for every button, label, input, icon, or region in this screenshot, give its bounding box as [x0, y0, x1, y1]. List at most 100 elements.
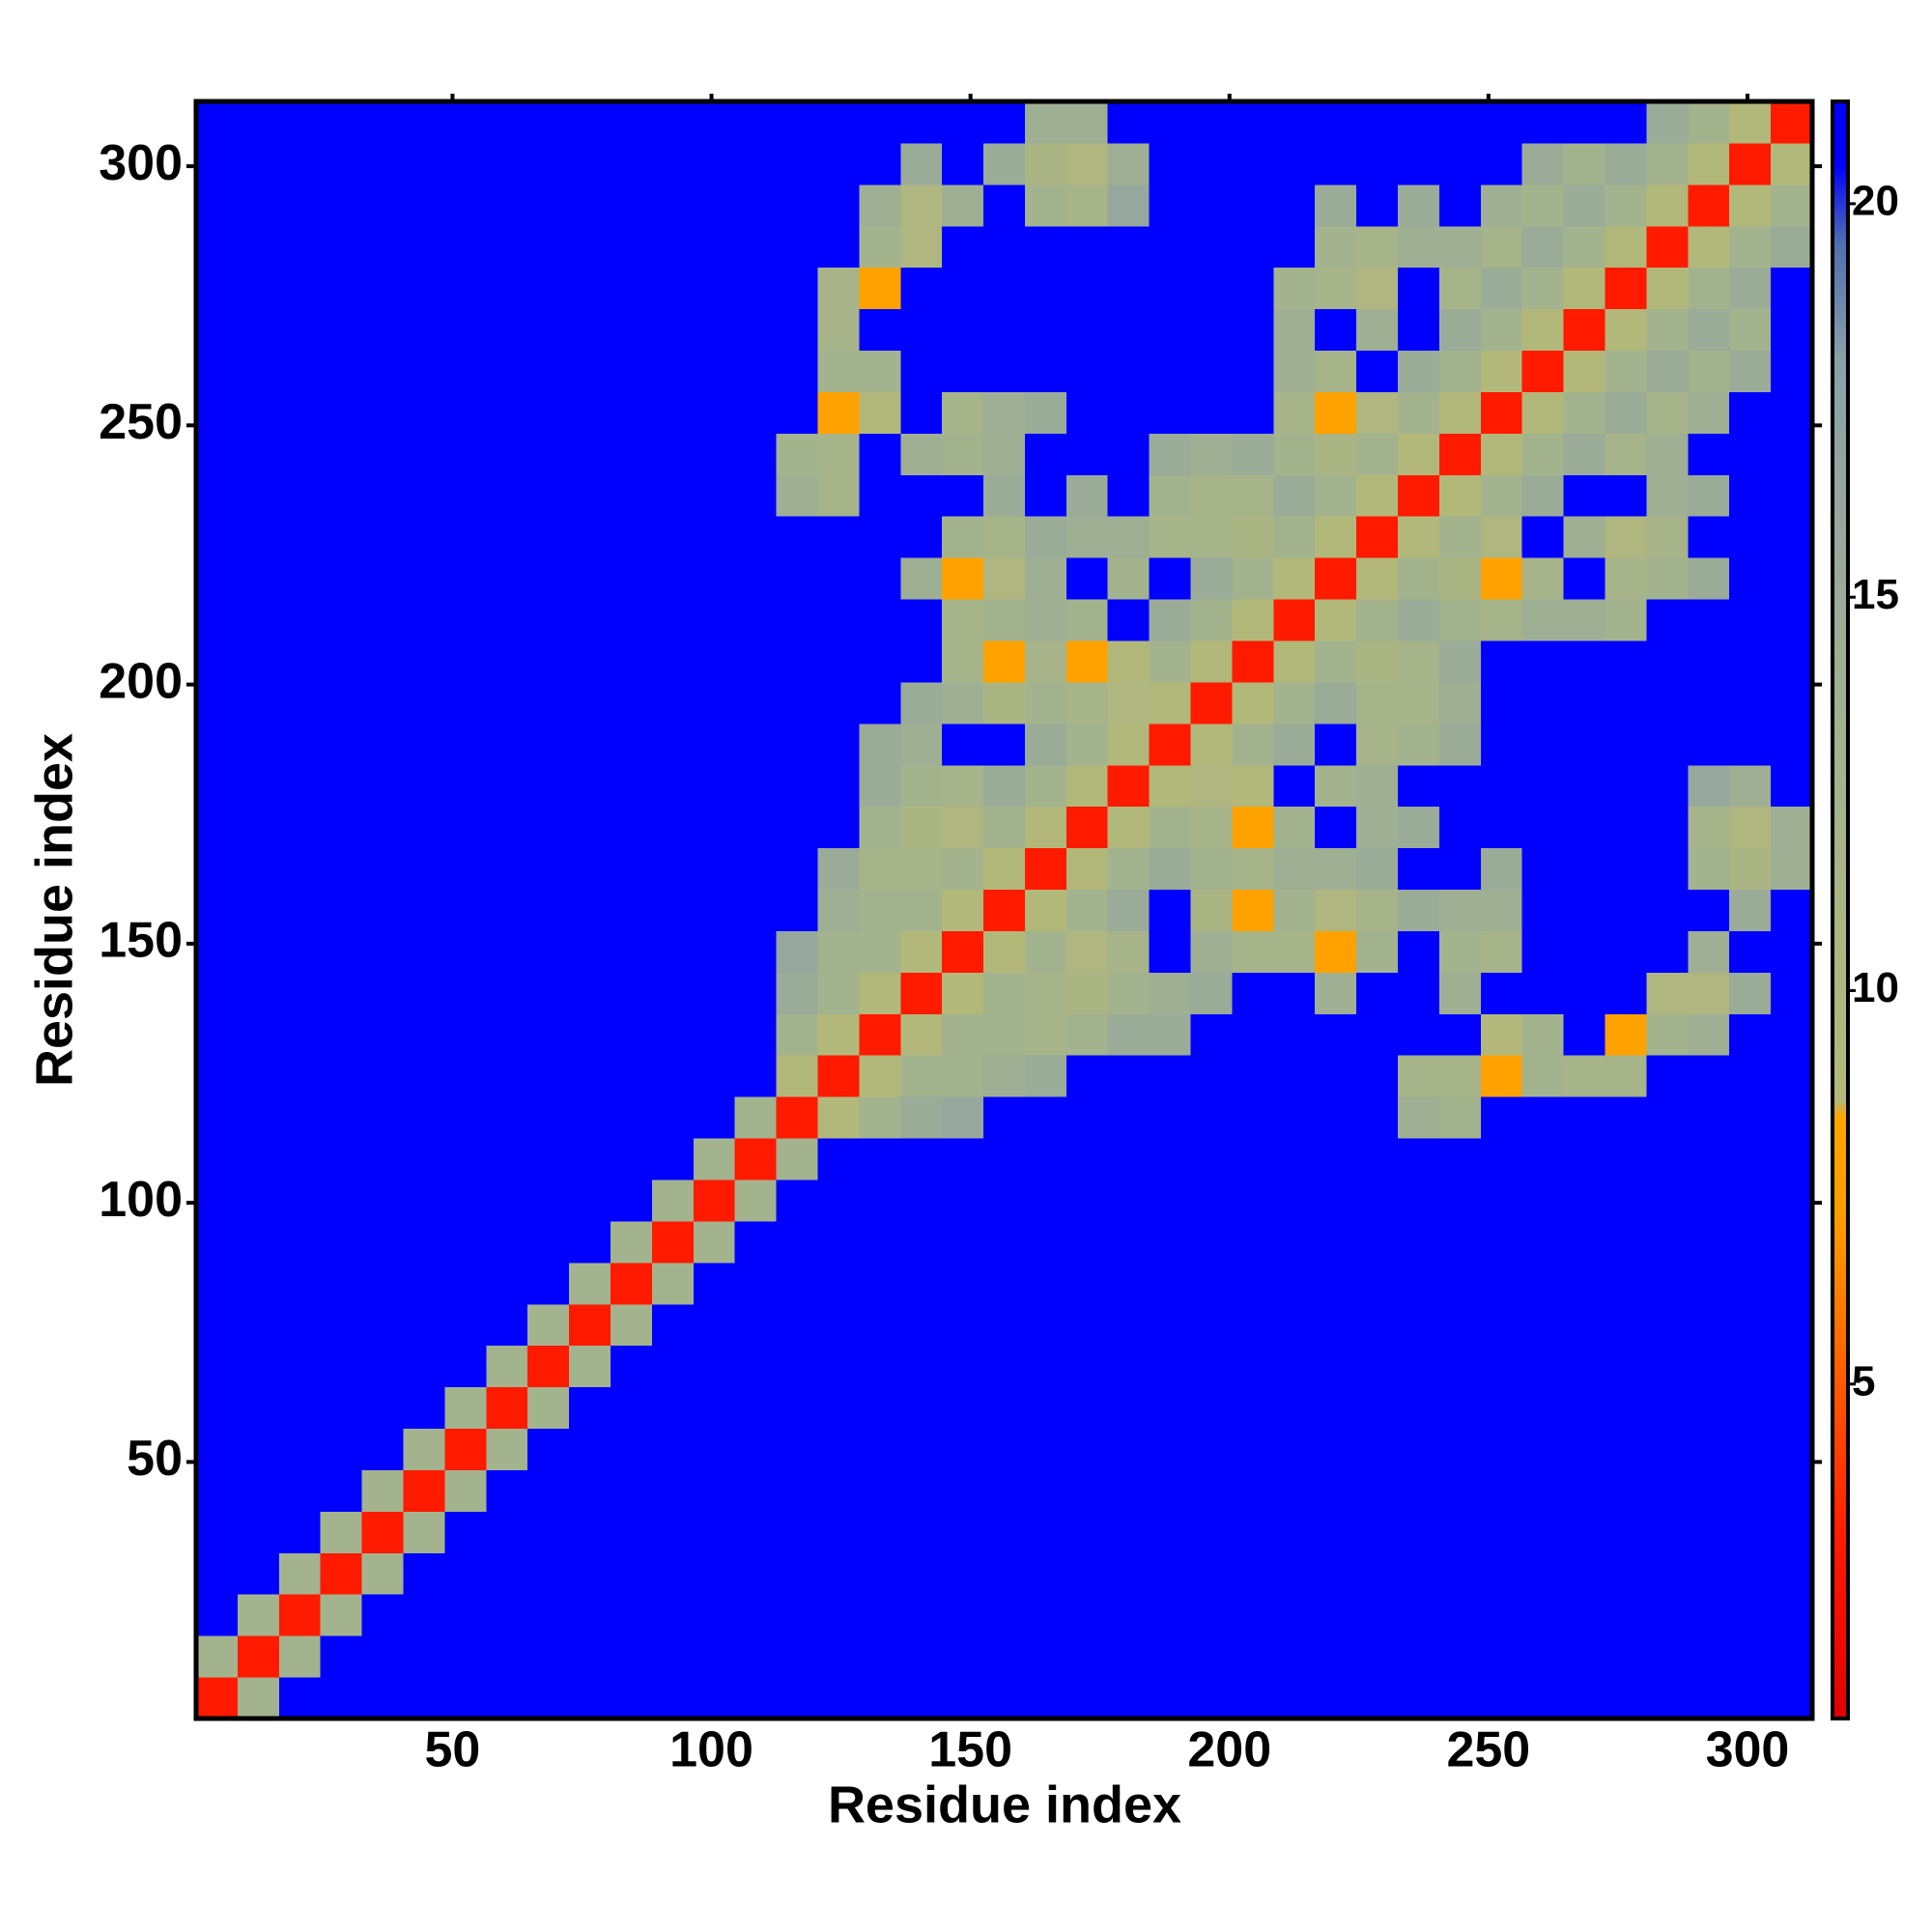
- cell: [983, 101, 1026, 144]
- cell: [1480, 930, 1523, 973]
- cell: [1521, 599, 1565, 641]
- cell: [1521, 764, 1565, 808]
- cell: [1771, 1303, 1813, 1347]
- cell: [1771, 847, 1813, 891]
- cell: [1149, 225, 1192, 269]
- cell: [983, 599, 1026, 641]
- cell: [403, 764, 445, 808]
- cell: [1688, 474, 1730, 517]
- cell: [1563, 1552, 1606, 1595]
- cell: [1065, 889, 1109, 931]
- cell: [1480, 1303, 1523, 1347]
- cell: [1315, 142, 1357, 185]
- heatmap: [196, 101, 1813, 1719]
- cell: [1438, 889, 1482, 931]
- cell: [1688, 847, 1730, 891]
- cell: [320, 557, 363, 600]
- cell: [983, 142, 1026, 185]
- cell: [942, 1345, 984, 1388]
- cell: [1190, 1428, 1233, 1470]
- cell: [1646, 1013, 1689, 1056]
- cell: [1273, 764, 1316, 808]
- cell: [1605, 681, 1647, 724]
- cell: [1065, 1594, 1109, 1636]
- cell: [1315, 1428, 1357, 1470]
- cell: [320, 1055, 363, 1097]
- y-tick-label: 50: [127, 1431, 183, 1487]
- cell: [1065, 723, 1109, 766]
- cell: [278, 1635, 322, 1678]
- cell: [942, 1594, 984, 1636]
- cell: [859, 1096, 901, 1139]
- cell: [942, 225, 984, 269]
- cell: [361, 889, 404, 931]
- cell: [776, 806, 818, 849]
- cell: [1521, 1138, 1565, 1180]
- cell: [1646, 391, 1689, 434]
- cell: [1729, 640, 1772, 683]
- cell: [1107, 1055, 1151, 1097]
- cell: [196, 1220, 239, 1264]
- cell: [1356, 640, 1399, 683]
- cell: [1107, 599, 1151, 641]
- cell: [278, 308, 322, 352]
- cell: [444, 806, 487, 849]
- cell: [278, 474, 322, 517]
- cell: [983, 1303, 1026, 1347]
- cell: [237, 599, 280, 641]
- cell: [693, 972, 736, 1014]
- cell: [1273, 101, 1316, 144]
- cell: [444, 1511, 487, 1553]
- cell: [1480, 1635, 1523, 1678]
- cell: [1065, 972, 1109, 1014]
- cell: [1688, 1096, 1730, 1139]
- cell: [983, 1677, 1026, 1719]
- cell: [1356, 1138, 1399, 1180]
- cell: [1563, 1677, 1606, 1719]
- cell: [817, 930, 860, 973]
- cell: [1273, 350, 1316, 392]
- cell: [1605, 267, 1647, 310]
- cell: [1521, 889, 1565, 931]
- cell: [1646, 225, 1689, 269]
- cell: [237, 557, 280, 600]
- cell: [278, 1345, 322, 1388]
- cell: [610, 308, 653, 352]
- x-axis-title: Residue index: [828, 1776, 1181, 1833]
- cell: [776, 557, 818, 600]
- cell: [1605, 1428, 1647, 1470]
- cell: [734, 1220, 778, 1264]
- cell: [1398, 1635, 1440, 1678]
- cell: [1646, 1428, 1689, 1470]
- cell: [1107, 225, 1151, 269]
- cell: [1356, 391, 1399, 434]
- cell: [651, 1013, 695, 1056]
- cell: [1563, 1386, 1606, 1430]
- cell: [403, 640, 445, 683]
- cell: [817, 764, 860, 808]
- cell: [1398, 557, 1440, 600]
- cell: [1398, 1552, 1440, 1595]
- cell: [1356, 1428, 1399, 1470]
- cell: [1149, 1179, 1192, 1222]
- cell: [237, 474, 280, 517]
- cell: [651, 1220, 695, 1264]
- cell: [1563, 557, 1606, 600]
- cell: [651, 474, 695, 517]
- cell: [776, 184, 818, 227]
- cell: [1149, 681, 1192, 724]
- cell: [569, 1428, 611, 1470]
- cell: [1771, 433, 1813, 475]
- cell: [983, 267, 1026, 310]
- cell: [1563, 1055, 1606, 1097]
- cell: [817, 889, 860, 931]
- cell: [1646, 640, 1689, 683]
- cell: [1521, 1428, 1565, 1470]
- cell: [1563, 681, 1606, 724]
- cell: [859, 930, 901, 973]
- cell: [693, 930, 736, 973]
- cell: [817, 184, 860, 227]
- cell: [1646, 1511, 1689, 1553]
- cell: [817, 806, 860, 849]
- cell: [651, 806, 695, 849]
